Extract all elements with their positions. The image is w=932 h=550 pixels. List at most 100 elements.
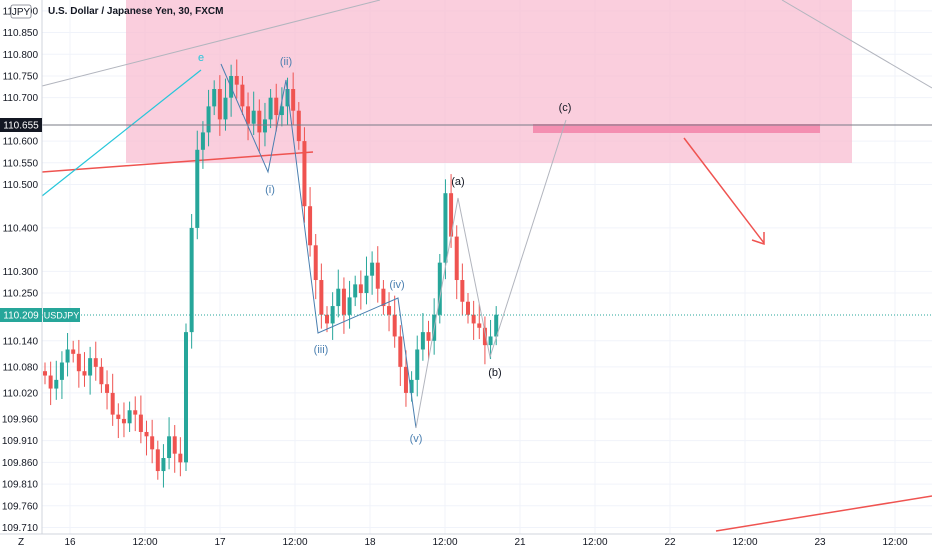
candle-body[interactable] xyxy=(449,193,454,237)
price-tag-110655[interactable] xyxy=(0,118,42,132)
candle-body[interactable] xyxy=(116,414,121,419)
wave-path-blue[interactable] xyxy=(220,63,417,429)
candle-body[interactable] xyxy=(426,332,431,341)
candle-body[interactable] xyxy=(43,371,47,376)
candle-body[interactable] xyxy=(302,141,307,207)
candle-body[interactable] xyxy=(172,436,177,454)
candle-body[interactable] xyxy=(262,119,267,133)
candle-body[interactable] xyxy=(466,301,470,315)
candle-body[interactable] xyxy=(234,75,239,85)
candle-body[interactable] xyxy=(420,332,425,350)
candle-body[interactable] xyxy=(392,314,397,337)
candle-body[interactable] xyxy=(167,436,172,459)
candle-body[interactable] xyxy=(381,288,386,307)
candle-body[interactable] xyxy=(341,288,346,315)
candle-body[interactable] xyxy=(178,453,183,463)
candle-body[interactable] xyxy=(189,227,194,333)
candle-body[interactable] xyxy=(313,245,318,281)
candle-body[interactable] xyxy=(105,384,110,393)
y-tick-label: 110.800 xyxy=(3,50,39,61)
candle-body[interactable] xyxy=(71,349,76,354)
candle-body[interactable] xyxy=(127,410,132,424)
candle-body[interactable] xyxy=(48,375,53,389)
candle-body[interactable] xyxy=(65,349,70,363)
target-bar[interactable] xyxy=(533,124,820,133)
candle-body[interactable] xyxy=(330,306,335,324)
symbol-tag[interactable] xyxy=(43,308,80,322)
candle-body[interactable] xyxy=(257,110,262,133)
wave-label: (a) xyxy=(451,176,464,188)
candle-body[interactable] xyxy=(88,358,93,376)
candle-body[interactable] xyxy=(150,436,155,450)
y-tick-label: 110.500 xyxy=(3,180,39,191)
candle-body[interactable] xyxy=(325,314,329,324)
candle-body[interactable] xyxy=(54,379,59,389)
candle-body[interactable] xyxy=(285,89,290,107)
candle-body[interactable] xyxy=(161,458,166,472)
candle-body[interactable] xyxy=(370,262,375,276)
candle-body[interactable] xyxy=(268,97,273,120)
candle-body[interactable] xyxy=(319,280,324,315)
candle-body[interactable] xyxy=(76,353,81,372)
candle-body[interactable] xyxy=(144,431,149,437)
candle-body[interactable] xyxy=(138,414,143,432)
candle-body[interactable] xyxy=(336,288,341,307)
candle-body[interactable] xyxy=(471,314,476,324)
upper-trendline-right[interactable] xyxy=(781,0,932,89)
bottom-trendline-red[interactable] xyxy=(715,495,932,532)
resistance-zone[interactable] xyxy=(126,0,852,163)
x-axis[interactable]: 16 12:00 17 12:00 18 12:00 21 12:00 22 12:00 23 12:… xyxy=(64,537,908,548)
candle-body[interactable] xyxy=(279,106,284,116)
candle-body[interactable] xyxy=(415,349,420,380)
candle-body[interactable] xyxy=(93,358,98,367)
candle-body[interactable] xyxy=(443,193,448,263)
candle-body[interactable] xyxy=(274,97,279,116)
candle-body[interactable] xyxy=(347,297,352,315)
candle-body[interactable] xyxy=(133,410,138,415)
candle-body[interactable] xyxy=(212,89,217,107)
y-tick-label: 110.550 xyxy=(3,158,39,169)
candle-body[interactable] xyxy=(223,97,228,120)
candle-body[interactable] xyxy=(375,262,380,289)
candle-body[interactable] xyxy=(494,314,499,337)
candle-body[interactable] xyxy=(184,332,188,463)
candle-body[interactable] xyxy=(437,262,442,315)
candle-body[interactable] xyxy=(155,449,160,472)
projection-arrow-line[interactable] xyxy=(683,137,765,244)
timezone-corner[interactable]: Z xyxy=(18,537,24,548)
candle-body[interactable] xyxy=(59,362,64,380)
price-tag-110209[interactable] xyxy=(0,308,42,322)
candle-body[interactable] xyxy=(403,366,408,393)
candle-body[interactable] xyxy=(99,366,104,385)
candle-body[interactable] xyxy=(398,336,403,367)
candle-body[interactable] xyxy=(296,110,301,142)
candle-body[interactable] xyxy=(488,336,493,346)
candle-body[interactable] xyxy=(353,284,358,298)
candle-body[interactable] xyxy=(200,132,205,150)
teal-trendline[interactable] xyxy=(41,69,202,197)
candle-body[interactable] xyxy=(364,275,369,294)
candle-body[interactable] xyxy=(240,84,245,107)
candle-body[interactable] xyxy=(387,306,392,315)
candle-body[interactable] xyxy=(291,89,296,111)
candle-body[interactable] xyxy=(206,106,211,133)
wave-path-grey[interactable] xyxy=(415,119,567,429)
candle-body[interactable] xyxy=(121,418,126,424)
currency-badge[interactable] xyxy=(10,4,32,19)
candle-body[interactable] xyxy=(409,379,414,393)
upper-trendline[interactable] xyxy=(41,0,381,87)
candle-body[interactable] xyxy=(460,280,465,302)
candle-body[interactable] xyxy=(482,327,487,346)
candle-body[interactable] xyxy=(251,110,256,124)
candle-body[interactable] xyxy=(454,236,459,281)
candle-body[interactable] xyxy=(110,392,115,415)
candle-body[interactable] xyxy=(195,149,200,228)
candle-body[interactable] xyxy=(358,284,363,294)
candle-body[interactable] xyxy=(308,206,313,246)
candle-body[interactable] xyxy=(477,323,482,328)
candle-body[interactable] xyxy=(246,106,251,124)
candle-body[interactable] xyxy=(217,89,222,120)
candle-body[interactable] xyxy=(82,371,87,376)
support-trendline-red[interactable] xyxy=(41,151,314,173)
